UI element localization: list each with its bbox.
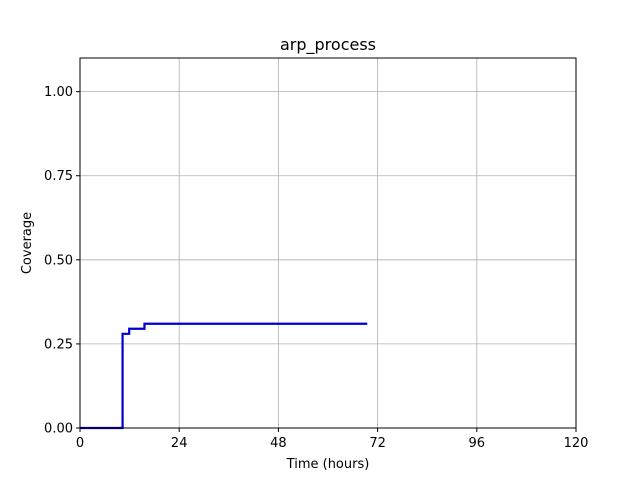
x-tick-label: 120 (564, 436, 589, 451)
x-tick-label: 0 (76, 436, 84, 451)
coverage-series-line (80, 322, 368, 430)
x-tick-label: 24 (171, 436, 188, 451)
x-axis-label: Time (hours) (286, 457, 370, 472)
y-tick-label: 1.00 (44, 85, 73, 100)
x-tick-label: 72 (369, 436, 386, 451)
series-layer (80, 322, 368, 430)
y-tick-label: 0.50 (44, 253, 73, 268)
y-tick-label: 0.75 (44, 169, 73, 184)
x-tick-label: 48 (270, 436, 287, 451)
y-tick-label: 0.25 (44, 337, 73, 352)
x-tick-label: 96 (469, 436, 486, 451)
plot-frame (79, 57, 577, 429)
chart-title: arp_process (280, 35, 376, 55)
y-axis-label: Coverage (20, 212, 35, 274)
y-tick-label: 0.00 (44, 422, 73, 437)
y-ticks: 0.00 0.25 0.50 0.75 1.00 (44, 85, 80, 437)
x-ticks: 0 24 48 72 96 120 (76, 428, 589, 451)
